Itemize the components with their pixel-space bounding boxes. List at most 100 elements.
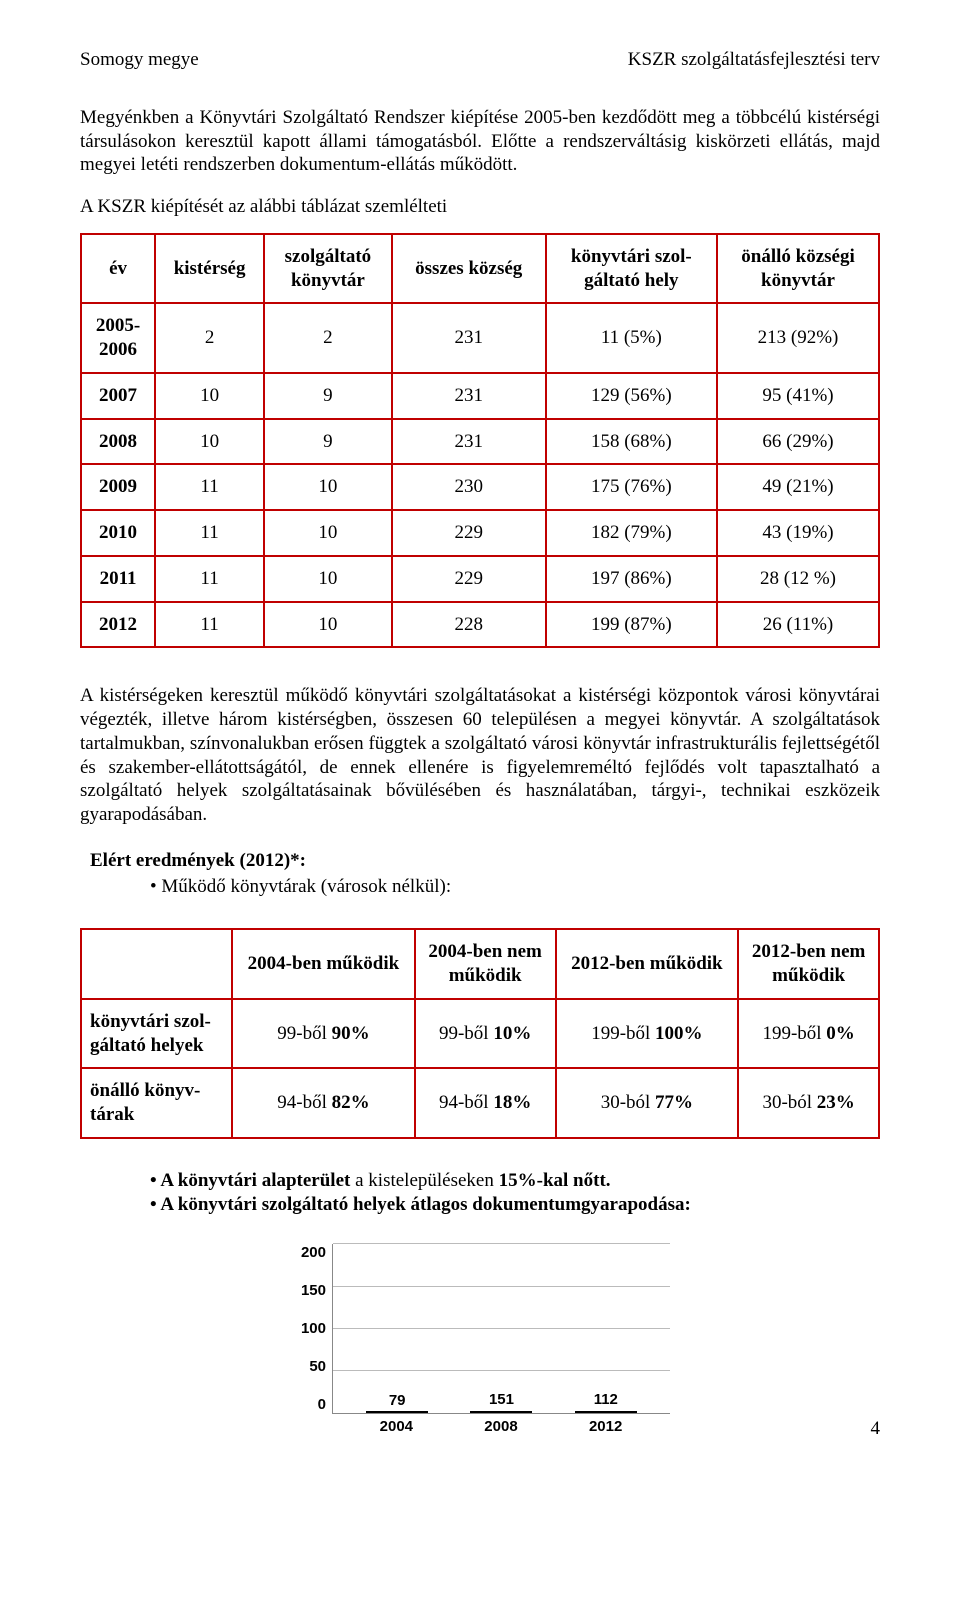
table1-cell: 158 (68%) [546,419,717,465]
table2-corner [81,929,232,999]
table1-cell: 11 [155,510,264,556]
table1-header-cell: könyvtári szol-gáltató hely [546,234,717,304]
chart-y-tick: 150 [301,1282,326,1301]
chart-y-tick: 100 [301,1320,326,1339]
table1-cell: 230 [392,464,546,510]
results-heading: Elért eredmények (2012)*: [90,849,880,873]
table2-cell: 30-ból 77% [556,1068,739,1138]
mid-paragraph: A kistérségeken keresztül működő könyvtá… [80,684,880,827]
table2-header-cell: 2012-ben működik [556,929,739,999]
chart-y-tick: 50 [309,1358,326,1377]
table1-heading: A KSZR kiépítését az alábbi táblázat sze… [80,195,880,219]
chart-plot-area: 79 151 112 [332,1244,670,1414]
table1-cell: 229 [392,510,546,556]
table1-cell: 43 (19%) [717,510,879,556]
table1-cell: 2005-2006 [81,303,155,373]
table1-header-cell: év [81,234,155,304]
table1-header-cell: kistérség [155,234,264,304]
table1-cell: 10 [155,419,264,465]
table1-header-cell: önálló községikönyvtár [717,234,879,304]
table1-cell: 11 [155,556,264,602]
table2-cell: 30-ból 23% [738,1068,879,1138]
table1-cell: 199 (87%) [546,602,717,648]
chart-grid-line [333,1328,670,1329]
table2-row-label: önálló könyv-tárak [81,1068,232,1138]
chart-bar [470,1411,532,1413]
table1-cell: 2 [155,303,264,373]
table2-cell: 199-ből 100% [556,999,739,1069]
table1-cell: 95 (41%) [717,373,879,419]
table1-cell: 11 [155,464,264,510]
chart-grid-line [333,1286,670,1287]
bottom-bullet: A könyvtári szolgáltató helyek átlagos d… [150,1193,880,1217]
chart-x-tick: 2012 [571,1418,641,1437]
chart-y-axis: 200 150 100 50 0 [290,1244,332,1414]
table1-cell: 182 (79%) [546,510,717,556]
table1-header-cell: szolgáltatókönyvtár [264,234,392,304]
table1-cell: 2012 [81,602,155,648]
table1-cell: 9 [264,373,392,419]
table2-header-cell: 2012-ben nemműködik [738,929,879,999]
bottom-bullet-list: A könyvtári alapterület a kistelepülések… [80,1169,880,1217]
table2-header-cell: 2004-ben nemműködik [415,929,556,999]
chart-grid-line [333,1370,670,1371]
chart-bar-column: 112 [571,1411,641,1413]
table1-cell: 228 [392,602,546,648]
table1-cell: 66 (29%) [717,419,879,465]
chart-x-tick: 2008 [466,1418,536,1437]
table1-cell: 2007 [81,373,155,419]
table1-cell: 231 [392,373,546,419]
chart-x-tick: 2004 [361,1418,431,1437]
table2-header-cell: 2004-ben működik [232,929,415,999]
table1-cell: 10 [155,373,264,419]
table1-cell: 175 (76%) [546,464,717,510]
chart-bar [366,1411,428,1413]
table2-cell: 94-ből 82% [232,1068,415,1138]
chart-bar-value-label: 112 [571,1391,641,1410]
table1-cell: 10 [264,464,392,510]
table1-cell: 2009 [81,464,155,510]
table1-cell: 2008 [81,419,155,465]
table1-cell: 231 [392,303,546,373]
table2-cell: 94-ből 18% [415,1068,556,1138]
table1-cell: 26 (11%) [717,602,879,648]
table1-cell: 9 [264,419,392,465]
results-bullet-1: Működő könyvtárak (városok nélkül): [150,875,880,899]
table1-cell: 28 (12 %) [717,556,879,602]
chart-bar-value-label: 79 [362,1392,432,1411]
chart-bar-value-label: 151 [466,1391,536,1410]
chart-bar [575,1411,637,1413]
table1-cell: 10 [264,510,392,556]
table1-cell: 10 [264,602,392,648]
chart-grid-line [333,1243,670,1244]
table1-cell: 2010 [81,510,155,556]
table-results: 2004-ben működik2004-ben nemműködik2012-… [80,928,880,1139]
table1-header-cell: összes község [392,234,546,304]
table2-cell: 199-ből 0% [738,999,879,1069]
chart-x-axis: 2004 2008 2012 [332,1414,670,1437]
chart-bar-column: 151 [466,1411,536,1413]
chart-bar-column: 79 [362,1411,432,1413]
table1-cell: 11 (5%) [546,303,717,373]
bar-chart: 200 150 100 50 0 79 151 112 2004 2008 2012 [290,1244,670,1437]
table1-cell: 129 (56%) [546,373,717,419]
table1-cell: 197 (86%) [546,556,717,602]
table2-cell: 99-ből 10% [415,999,556,1069]
bottom-bullet: A könyvtári alapterület a kistelepülések… [150,1169,880,1193]
results-bullet-list: Működő könyvtárak (városok nélkül): [80,875,880,899]
table1-cell: 229 [392,556,546,602]
intro-paragraph: Megyénkben a Könyvtári Szolgáltató Rends… [80,106,880,177]
table2-row-label: könyvtári szol-gáltató helyek [81,999,232,1069]
table1-cell: 213 (92%) [717,303,879,373]
chart-y-tick: 200 [301,1244,326,1263]
header-right: KSZR szolgáltatásfejlesztési terv [628,48,880,72]
header-left: Somogy megye [80,48,199,72]
table1-cell: 49 (21%) [717,464,879,510]
table2-cell: 99-ből 90% [232,999,415,1069]
table1-cell: 231 [392,419,546,465]
page-header: Somogy megye KSZR szolgáltatásfejlesztés… [80,48,880,72]
table1-cell: 2011 [81,556,155,602]
chart-y-tick: 0 [318,1396,326,1415]
table-kszr: évkistérségszolgáltatókönyvtárösszes köz… [80,233,880,649]
table1-cell: 11 [155,602,264,648]
